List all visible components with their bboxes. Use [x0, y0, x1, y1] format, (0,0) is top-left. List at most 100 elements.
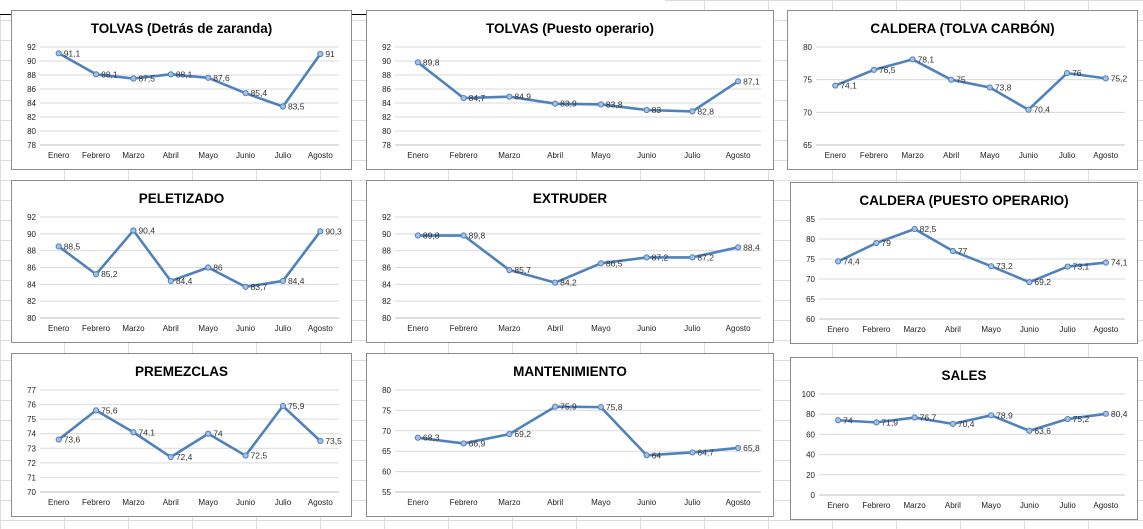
- data-label: 82,5: [920, 224, 937, 234]
- data-point[interactable]: [317, 228, 324, 235]
- data-point[interactable]: [873, 419, 880, 426]
- data-point[interactable]: [460, 440, 467, 447]
- data-point[interactable]: [205, 74, 212, 81]
- chart-panel[interactable]: EXTRUDER 80 82 84 86 88 90 92 Enero Febrero Marzo A…: [366, 180, 774, 343]
- data-point[interactable]: [1064, 415, 1071, 423]
- data-point[interactable]: [1025, 106, 1032, 113]
- data-point[interactable]: [92, 407, 100, 414]
- data-point[interactable]: [55, 243, 62, 250]
- data-point[interactable]: [689, 108, 696, 115]
- data-label: 76,5: [879, 65, 896, 75]
- data-point[interactable]: [242, 90, 249, 97]
- data-point[interactable]: [506, 266, 513, 274]
- data-point[interactable]: [506, 430, 513, 438]
- data-point[interactable]: [1063, 70, 1071, 77]
- data-point[interactable]: [1064, 263, 1071, 270]
- x-tick-label: Julio: [275, 498, 292, 507]
- chart-panel[interactable]: TOLVAS (Puesto operario) 78 80 82 84 86 88 90 92…: [366, 10, 774, 170]
- data-point[interactable]: [242, 283, 249, 290]
- data-point[interactable]: [414, 434, 421, 441]
- data-point[interactable]: [643, 106, 650, 114]
- data-label: 75,2: [1073, 414, 1090, 424]
- data-point[interactable]: [279, 277, 287, 285]
- data-point[interactable]: [317, 50, 324, 58]
- y-tick-label: 92: [382, 43, 391, 52]
- data-point[interactable]: [552, 403, 559, 410]
- data-point[interactable]: [911, 225, 918, 233]
- data-point[interactable]: [911, 414, 918, 421]
- data-point[interactable]: [242, 452, 249, 459]
- data-point[interactable]: [552, 100, 559, 107]
- data-point[interactable]: [835, 258, 842, 265]
- data-point[interactable]: [205, 264, 212, 271]
- data-point[interactable]: [279, 402, 287, 410]
- data-point[interactable]: [167, 453, 174, 461]
- data-point[interactable]: [506, 93, 513, 100]
- data-point[interactable]: [552, 279, 559, 286]
- data-point[interactable]: [689, 254, 696, 261]
- data-point[interactable]: [130, 75, 137, 82]
- y-tick-label: 70: [803, 108, 812, 117]
- data-point[interactable]: [1026, 279, 1033, 286]
- chart-panel[interactable]: PELETIZADO 80 82 84 86 88 90 92 Enero Febrero Marz…: [11, 180, 352, 343]
- data-point[interactable]: [909, 56, 916, 63]
- chart-panel[interactable]: PREMEZCLAS 70 71 72 73 74 75 76 77 Enero Febrero Ma…: [11, 353, 352, 517]
- data-point[interactable]: [460, 232, 467, 239]
- data-point[interactable]: [597, 101, 604, 108]
- series-line: [417, 234, 739, 284]
- data-point[interactable]: [870, 66, 878, 73]
- data-point[interactable]: [92, 271, 100, 278]
- chart-svg: EXTRUDER 80 82 84 86 88 90 92 Enero Febrero Marzo A…: [382, 191, 761, 333]
- chart-title: EXTRUDER: [533, 191, 608, 206]
- data-point[interactable]: [986, 84, 993, 91]
- data-point[interactable]: [167, 71, 174, 78]
- data-point[interactable]: [279, 103, 287, 110]
- data-point[interactable]: [689, 449, 696, 456]
- data-point[interactable]: [130, 227, 137, 234]
- data-point[interactable]: [735, 244, 742, 251]
- data-point[interactable]: [735, 78, 742, 85]
- data-point[interactable]: [948, 76, 955, 83]
- x-tick-label: Agosto: [308, 324, 333, 333]
- data-point[interactable]: [460, 95, 467, 102]
- chart-panel[interactable]: CALDERA (TOLVA CARBÓN) 65 70 75 80 Enero Febre…: [787, 10, 1138, 170]
- x-tick-label: Febrero: [862, 325, 891, 334]
- data-point[interactable]: [949, 247, 956, 255]
- data-point[interactable]: [55, 50, 62, 57]
- data-point[interactable]: [735, 444, 742, 452]
- data-point[interactable]: [414, 232, 421, 239]
- chart-panel[interactable]: MANTENIMIENTO 55 60 65 70 75 80 Enero Febrero Mar…: [366, 353, 774, 517]
- x-tick-label: Mayo: [198, 498, 218, 507]
- data-point[interactable]: [832, 82, 839, 89]
- data-point[interactable]: [643, 254, 650, 261]
- data-label: 83,8: [606, 99, 623, 109]
- data-label: 82,8: [697, 106, 714, 116]
- data-point[interactable]: [988, 412, 995, 419]
- data-point[interactable]: [130, 429, 137, 436]
- data-point[interactable]: [643, 452, 650, 459]
- data-point[interactable]: [167, 277, 174, 285]
- data-point[interactable]: [1026, 427, 1033, 434]
- data-point[interactable]: [55, 436, 62, 443]
- data-point[interactable]: [949, 420, 956, 427]
- chart-panel[interactable]: TOLVAS (Detrás de zaranda) 78 80 82 84 86 88 90…: [11, 10, 352, 170]
- data-point[interactable]: [1102, 410, 1109, 417]
- y-tick-label: 70: [27, 488, 36, 497]
- data-point[interactable]: [597, 260, 604, 267]
- data-label: 79: [881, 238, 891, 248]
- data-point[interactable]: [988, 263, 995, 270]
- chart-panel[interactable]: SALES 0 20 40 60 80 100 Enero Febrero Marzo Abril M…: [790, 357, 1138, 520]
- data-point[interactable]: [92, 71, 100, 78]
- x-tick-label: Febrero: [860, 151, 889, 160]
- data-point[interactable]: [1102, 75, 1109, 82]
- data-point[interactable]: [1102, 259, 1109, 266]
- data-label: 87,5: [138, 74, 155, 84]
- data-point[interactable]: [873, 239, 880, 247]
- data-label: 83,9: [560, 99, 577, 109]
- data-point[interactable]: [205, 430, 212, 437]
- data-point[interactable]: [835, 417, 842, 424]
- chart-panel[interactable]: CALDERA (PUESTO OPERARIO) 60 65 70 75 80 85 Ene…: [790, 182, 1138, 344]
- data-point[interactable]: [597, 404, 604, 411]
- data-point[interactable]: [414, 59, 421, 66]
- data-point[interactable]: [317, 437, 324, 445]
